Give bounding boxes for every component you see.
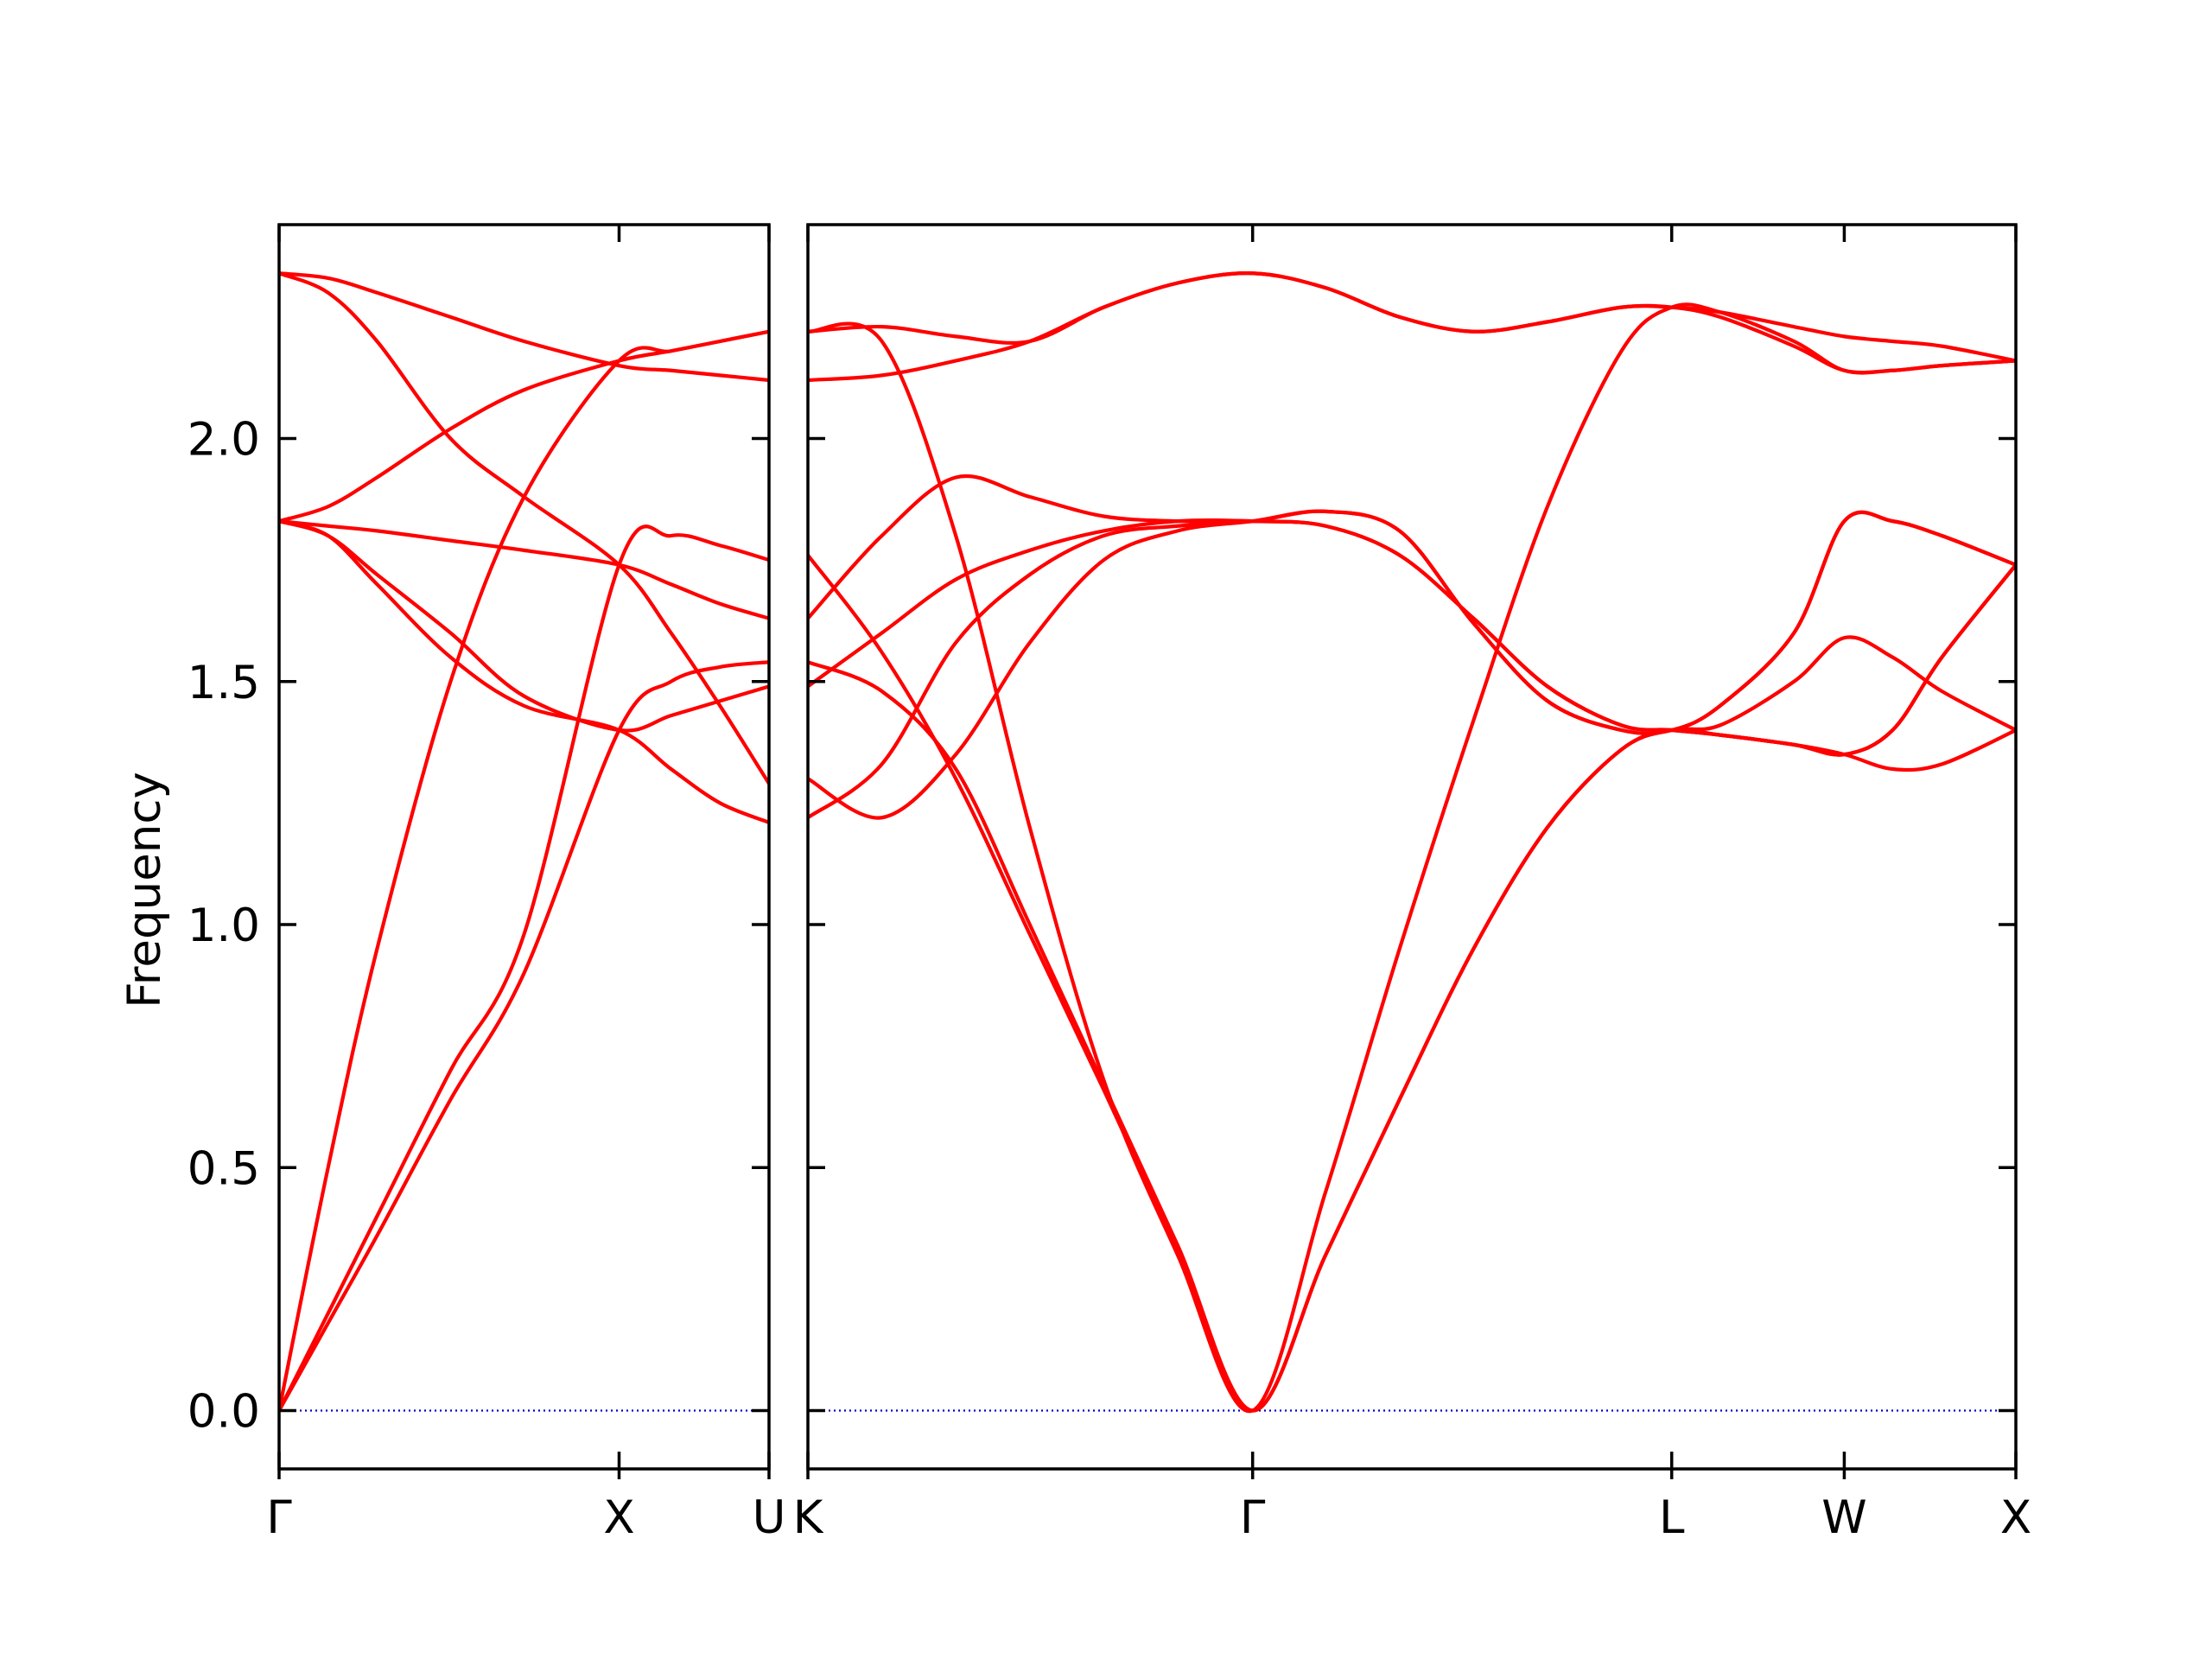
y-axis-label: Frequency	[118, 772, 171, 1008]
phonon-band-9	[279, 519, 769, 733]
axes-frame	[806, 223, 2018, 1471]
phonon-band-2	[279, 524, 769, 1413]
y-tick-label: 0.0	[188, 1386, 260, 1439]
y-tick-label: 2.0	[188, 414, 260, 467]
axes-frame	[277, 223, 771, 1471]
x-tick-label: Γ	[266, 1491, 292, 1544]
phonon-band-5	[279, 329, 769, 524]
y-tick-label: 1.0	[188, 899, 260, 952]
phonon-band-9	[808, 509, 2016, 820]
panel-1: 0.0 0.5 1.0 1.5 2.0 Γ X U	[188, 223, 786, 1544]
plot-layer: 0.0 0.5 1.0 1.5 2.0 Γ X U K Γ L W X	[188, 223, 2031, 1544]
x-tick-label: U	[753, 1491, 786, 1544]
phonon-band-8	[279, 519, 769, 824]
phonon-band-3	[279, 660, 769, 1413]
y-tick-label: 1.5	[188, 657, 260, 709]
x-tick-label: X	[603, 1491, 634, 1544]
phonon-band-7	[279, 519, 769, 620]
x-tick-label: X	[2000, 1491, 2031, 1544]
y-tick-label: 0.5	[188, 1142, 260, 1195]
x-tick-label: K	[793, 1491, 824, 1544]
phonon-band-3	[808, 302, 2016, 1414]
band-curves	[279, 271, 769, 1413]
x-tick-label: W	[1821, 1491, 1866, 1544]
phonon-band-5	[808, 635, 2016, 1413]
phonon-band-4	[279, 271, 769, 383]
phonon-band-6	[279, 271, 769, 785]
x-tick-label: Γ	[1240, 1491, 1266, 1544]
x-tick-label: L	[1659, 1491, 1685, 1544]
band-curves	[808, 271, 2016, 1414]
